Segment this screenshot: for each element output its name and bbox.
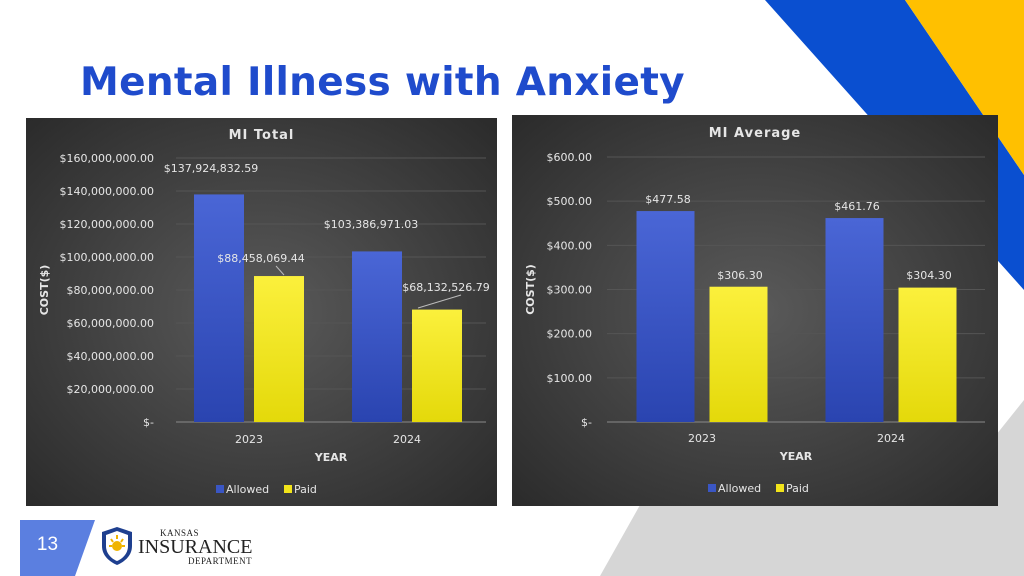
page-number: 13	[36, 534, 59, 555]
y-tick-label: $80,000,000.00	[67, 284, 154, 297]
bar-paid	[254, 276, 304, 422]
y-tick-label: $100.00	[547, 372, 593, 385]
bar-allowed	[825, 218, 884, 422]
y-tick-label: $60,000,000.00	[67, 317, 154, 330]
chart-panel-total: MI Total $- $20,000,000.00 $40,000,000.00 $6…	[26, 118, 497, 506]
legend-swatch-paid	[284, 485, 292, 493]
deco-gray-bottom	[600, 400, 1024, 576]
bar-paid	[709, 286, 768, 422]
x-axis-label: YEAR	[779, 450, 813, 463]
y-tick-label: $300.00	[547, 284, 593, 297]
chart-title: MI Average	[709, 126, 802, 141]
chart-mi-average: MI Average $- $100.00 $200.00 $300.00 $400.00…	[512, 115, 998, 506]
y-tick-label: $500.00	[547, 195, 593, 208]
bar-allowed	[194, 194, 244, 422]
chart-panel-average: MI Average $- $100.00 $200.00 $300.00 $400.00…	[512, 115, 998, 506]
x-tick-label: 2023	[688, 432, 716, 445]
legend-swatch-paid	[776, 484, 784, 492]
bar-allowed	[636, 211, 695, 422]
chart-mi-total: MI Total $- $20,000,000.00 $40,000,000.00 $6…	[26, 118, 497, 506]
y-tick-label: $140,000,000.00	[60, 185, 154, 198]
logo-state: Kansas	[160, 528, 200, 538]
leader-line	[417, 294, 462, 309]
y-axis-label: COST($)	[524, 264, 537, 315]
data-label: $103,386,971.03	[324, 218, 418, 231]
x-axis-label: YEAR	[314, 451, 348, 464]
y-tick-label: $100,000,000.00	[60, 251, 154, 264]
legend-label-paid: Paid	[786, 482, 809, 495]
logo-department: Department	[188, 556, 253, 566]
y-tick-label: $400.00	[547, 239, 593, 252]
y-tick-label: $-	[581, 416, 592, 429]
bar-paid	[412, 309, 462, 422]
y-tick-label: $120,000,000.00	[60, 218, 154, 231]
legend-label-allowed: Allowed	[718, 482, 761, 495]
kansas-insurance-logo: Kansas Insurance Department	[100, 524, 252, 568]
x-tick-label: 2024	[393, 433, 421, 446]
data-label: $306.30	[717, 269, 763, 282]
x-tick-label: 2023	[235, 433, 263, 446]
data-label: $461.76	[834, 200, 880, 213]
y-tick-label: $160,000,000.00	[60, 152, 154, 165]
data-label: $477.58	[645, 193, 691, 206]
logo-name: Insurance	[138, 536, 253, 558]
data-label: $304.30	[906, 269, 952, 282]
data-label: $88,458,069.44	[217, 252, 304, 265]
page-title: Mental Illness with Anxiety	[80, 60, 685, 105]
leader-line	[275, 265, 285, 276]
data-label: $137,924,832.59	[164, 162, 258, 175]
y-tick-label: $40,000,000.00	[67, 350, 154, 363]
x-tick-label: 2024	[877, 432, 905, 445]
y-tick-label: $20,000,000.00	[67, 383, 154, 396]
legend-label-allowed: Allowed	[226, 483, 269, 496]
legend-swatch-allowed	[708, 484, 716, 492]
legend-swatch-allowed	[216, 485, 224, 493]
y-tick-label: $-	[143, 416, 154, 429]
deco-page-tab	[20, 520, 95, 576]
shield-icon	[102, 527, 132, 565]
y-tick-label: $600.00	[547, 151, 593, 164]
chart-title: MI Total	[229, 128, 295, 143]
y-tick-label: $200.00	[547, 328, 593, 341]
y-axis-label: COST($)	[38, 265, 51, 316]
bar-allowed	[352, 251, 402, 422]
legend-label-paid: Paid	[294, 483, 317, 496]
data-label: $68,132,526.79	[402, 281, 489, 294]
bar-paid	[898, 287, 957, 422]
